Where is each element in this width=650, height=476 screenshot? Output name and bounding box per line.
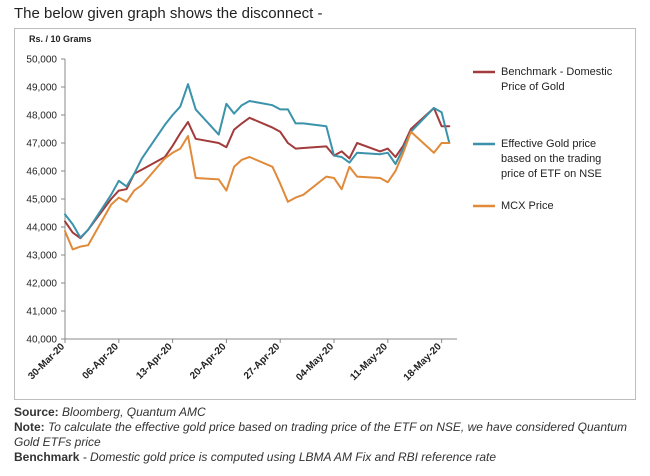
- benchmark-text: - Domestic gold price is computed using …: [82, 450, 496, 464]
- footer-note: Note: To calculate the effective gold pr…: [14, 420, 634, 450]
- footer-source: Source: Bloomberg, Quantum AMC: [14, 405, 634, 420]
- series-line-3: [64, 130, 451, 251]
- legend-label-1: Benchmark - Domestic: [501, 66, 613, 78]
- intro-text: The below given graph shows the disconne…: [14, 5, 323, 22]
- series-line-1: [64, 107, 451, 240]
- footer-benchmark: Benchmark - Domestic gold price is compu…: [14, 450, 634, 465]
- x-tick-label: 13-Apr-20: [134, 341, 175, 382]
- x-tick-label: 11-May-20: [348, 341, 390, 383]
- y-tick-label: 49,000: [26, 83, 57, 94]
- legend-label-2: Effective Gold price: [501, 138, 596, 150]
- legend-label-2: price of ETF on NSE: [501, 168, 602, 180]
- legend-label-3: MCX Price: [501, 200, 554, 212]
- y-tick-label: 43,000: [26, 251, 57, 262]
- x-tick-label: 04-May-20: [294, 341, 336, 383]
- series-line-2: [64, 83, 451, 239]
- x-tick-label: 30-Mar-20: [26, 341, 67, 382]
- y-tick-label: 46,000: [26, 167, 57, 178]
- x-tick-label: 18-May-20: [402, 341, 444, 383]
- legend-label-1: Price of Gold: [501, 81, 565, 93]
- y-unit-label: Rs. / 10 Grams: [29, 34, 92, 44]
- source-label: Source:: [14, 405, 59, 419]
- note-text: To calculate the effective gold price ba…: [14, 420, 628, 449]
- gold-price-chart: Rs. / 10 Grams 40,000 41,000 42,000 43,000 44…: [26, 34, 613, 383]
- y-tick-label: 45,000: [26, 195, 57, 206]
- x-tick-label: 20-Apr-20: [188, 341, 229, 382]
- benchmark-label: Benchmark: [14, 450, 80, 464]
- legend-label-2: based on the trading: [501, 153, 601, 165]
- x-tick-label: 27-Apr-20: [242, 341, 283, 382]
- note-label: Note:: [14, 420, 45, 434]
- y-tick-label: 41,000: [26, 307, 57, 318]
- source-text: Bloomberg, Quantum AMC: [62, 405, 206, 419]
- y-tick-label: 48,000: [26, 111, 57, 122]
- x-tick-label: 06-Apr-20: [81, 341, 122, 382]
- y-tick-label: 47,000: [26, 139, 57, 150]
- y-tick-label: 40,000: [26, 335, 57, 346]
- y-tick-label: 50,000: [26, 55, 57, 66]
- chart-frame: Rs. / 10 Grams 40,000 41,000 42,000 43,000 44…: [14, 28, 636, 400]
- y-tick-label: 44,000: [26, 223, 57, 234]
- footer: Source: Bloomberg, Quantum AMC Note: To …: [14, 405, 634, 465]
- y-tick-label: 42,000: [26, 279, 57, 290]
